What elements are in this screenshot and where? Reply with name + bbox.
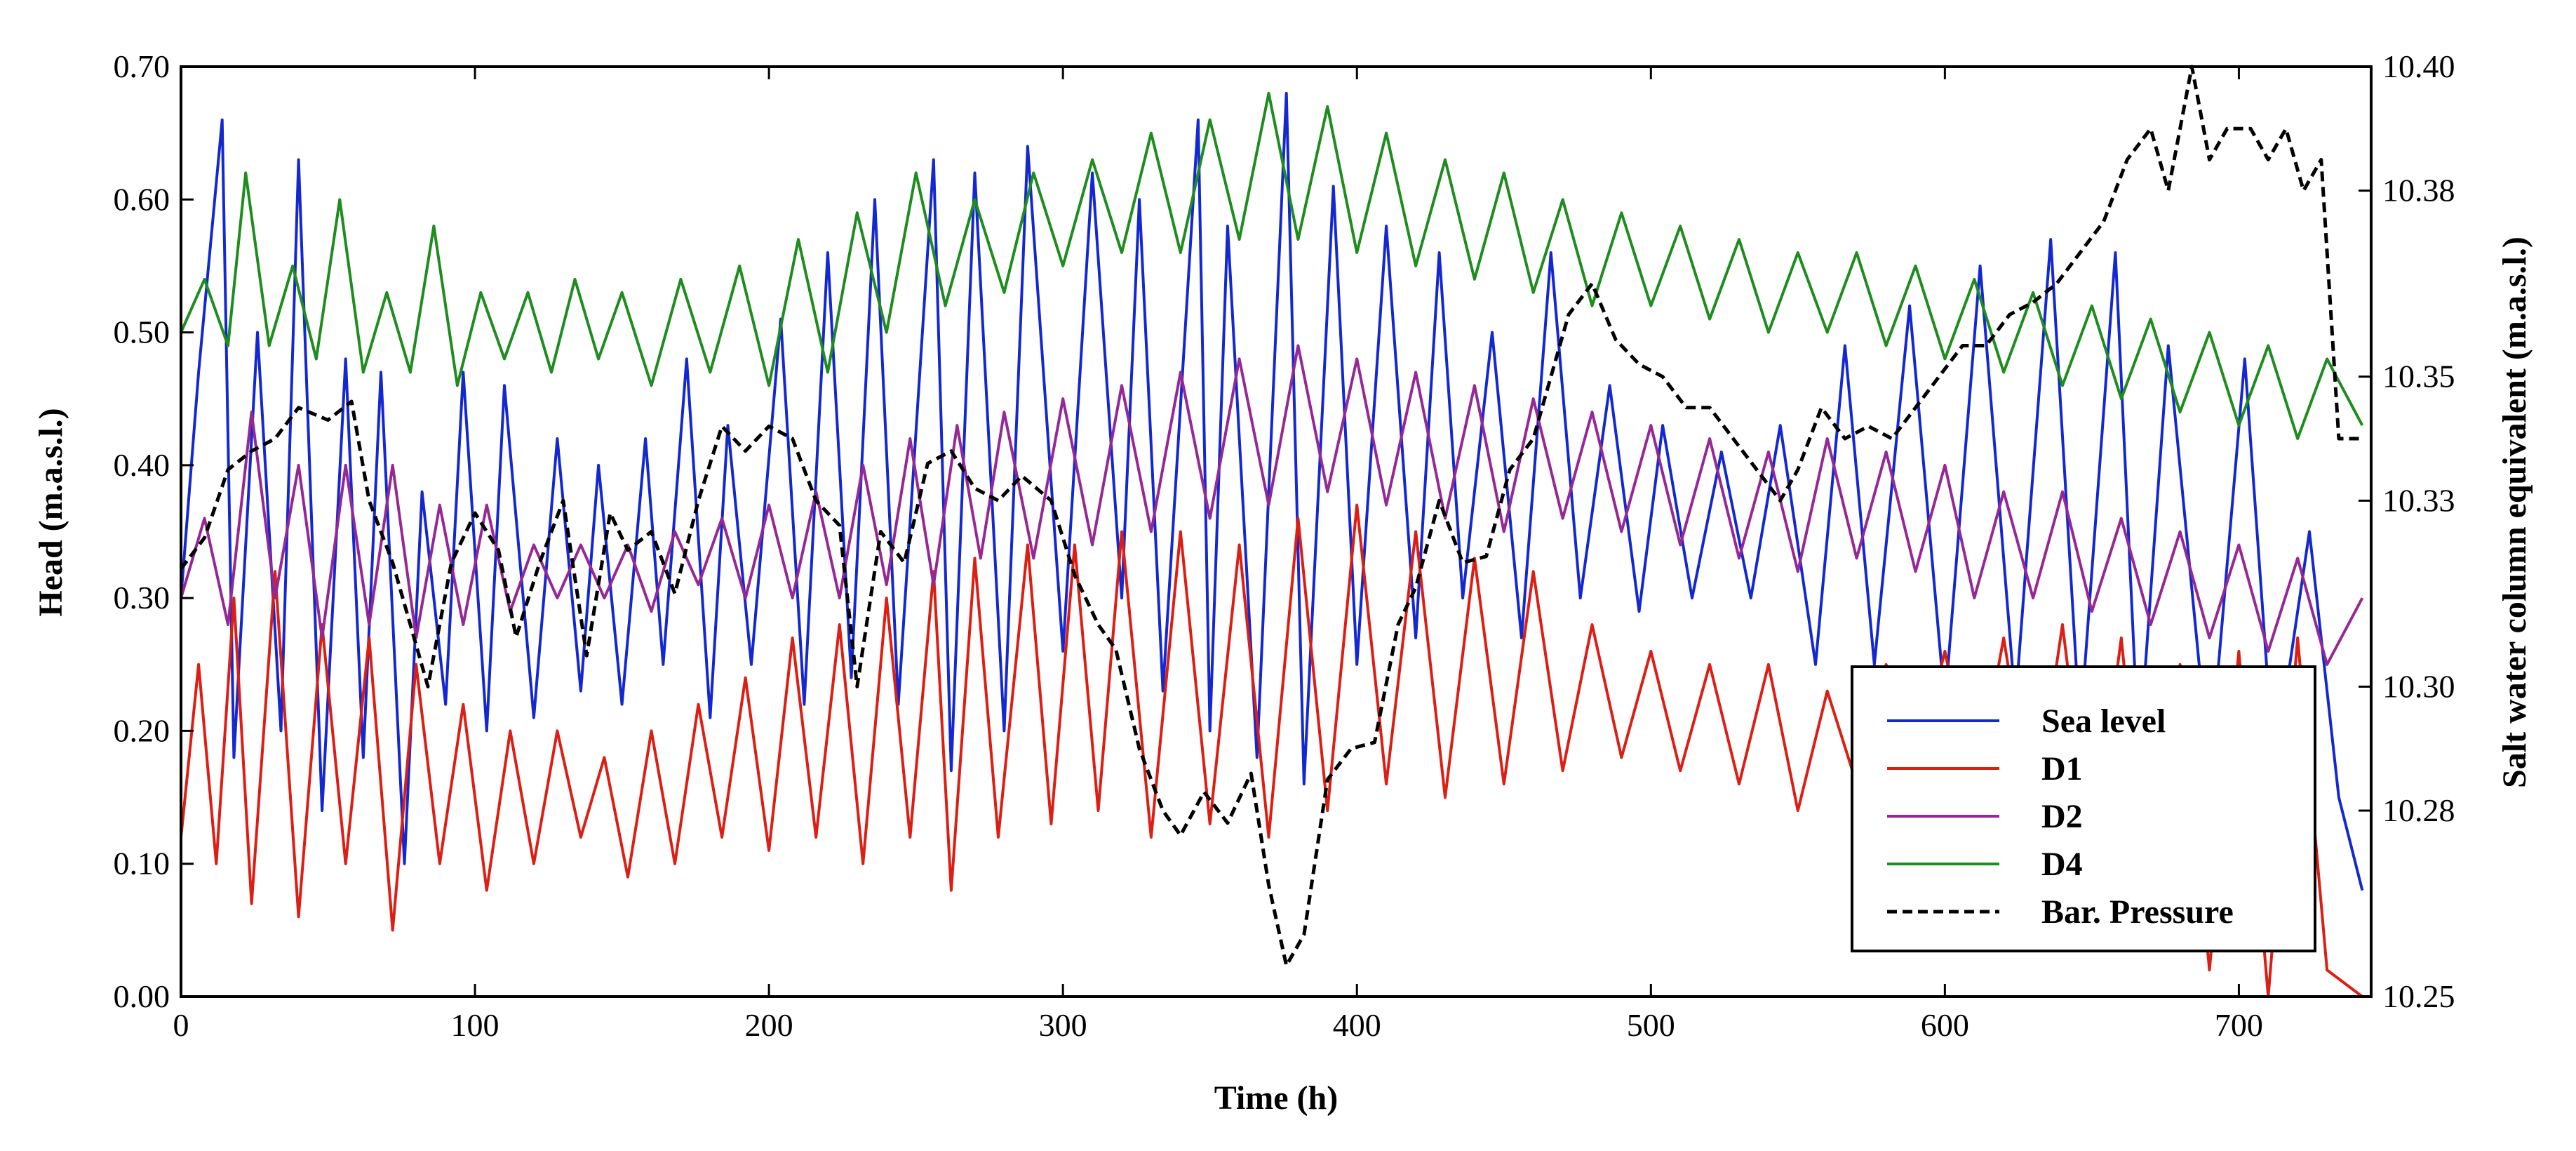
x-tick-label: 500 <box>1627 1007 1675 1043</box>
series-line-d2 <box>180 344 2364 666</box>
y2-tick-label: 10.28 <box>2382 792 2455 828</box>
x-tick-label: 100 <box>451 1007 499 1043</box>
y-tick-label: 0.60 <box>114 181 170 217</box>
legend: Sea level D1 D2 D4 Bar. Pressure <box>1851 665 2316 952</box>
y-tick-label: 0.10 <box>114 846 170 881</box>
y-axis-title: Head (m.a.s.l.) <box>32 408 69 616</box>
x-tick-label: 600 <box>1921 1007 1969 1043</box>
y2-tick-label: 10.35 <box>2382 359 2455 394</box>
series-layer <box>180 65 2364 998</box>
legend-label-d4: D4 <box>2041 846 2083 883</box>
x-tick-label: 200 <box>745 1007 793 1043</box>
y-tick-label: 0.00 <box>114 978 170 1014</box>
y2-tick-label: 10.33 <box>2382 482 2455 518</box>
y-tick-label: 0.70 <box>114 48 170 84</box>
legend-box <box>1851 665 2316 952</box>
y-tick-label: 0.40 <box>114 447 170 483</box>
y2-tick-label: 10.30 <box>2382 668 2455 704</box>
series-line-sea-level <box>180 91 2364 891</box>
axes-layer: 0 100 200 300 400 500 600 700 0.00 0.10 0.20 0.30 0.… <box>114 48 2455 1043</box>
legend-label-bar-pressure: Bar. Pressure <box>2041 893 2234 931</box>
series-line-bar-pressure <box>180 65 2363 968</box>
y-tick-label: 0.20 <box>114 712 170 748</box>
x-tick-label: 700 <box>2215 1007 2263 1043</box>
series-line-d4 <box>180 91 2364 440</box>
y2-axis-title: Salt water column equivalent (m.a.s.l.) <box>2496 237 2533 788</box>
legend-label-sea-level: Sea level <box>2041 703 2166 740</box>
x-tick-label: 0 <box>173 1007 189 1043</box>
legend-label-d2: D2 <box>2041 798 2083 835</box>
y2-tick-label: 10.38 <box>2382 173 2455 208</box>
x-tick-label: 400 <box>1333 1007 1381 1043</box>
x-tick-label: 300 <box>1039 1007 1087 1043</box>
y2-tick-label: 10.40 <box>2382 48 2455 84</box>
y2-tick-label: 10.25 <box>2382 978 2455 1014</box>
x-axis-title: Time (h) <box>1214 1079 1338 1117</box>
y-tick-label: 0.30 <box>114 580 170 616</box>
legend-label-d1: D1 <box>2041 750 2083 787</box>
plot-frame <box>180 65 2373 998</box>
y-tick-label: 0.50 <box>114 314 170 350</box>
